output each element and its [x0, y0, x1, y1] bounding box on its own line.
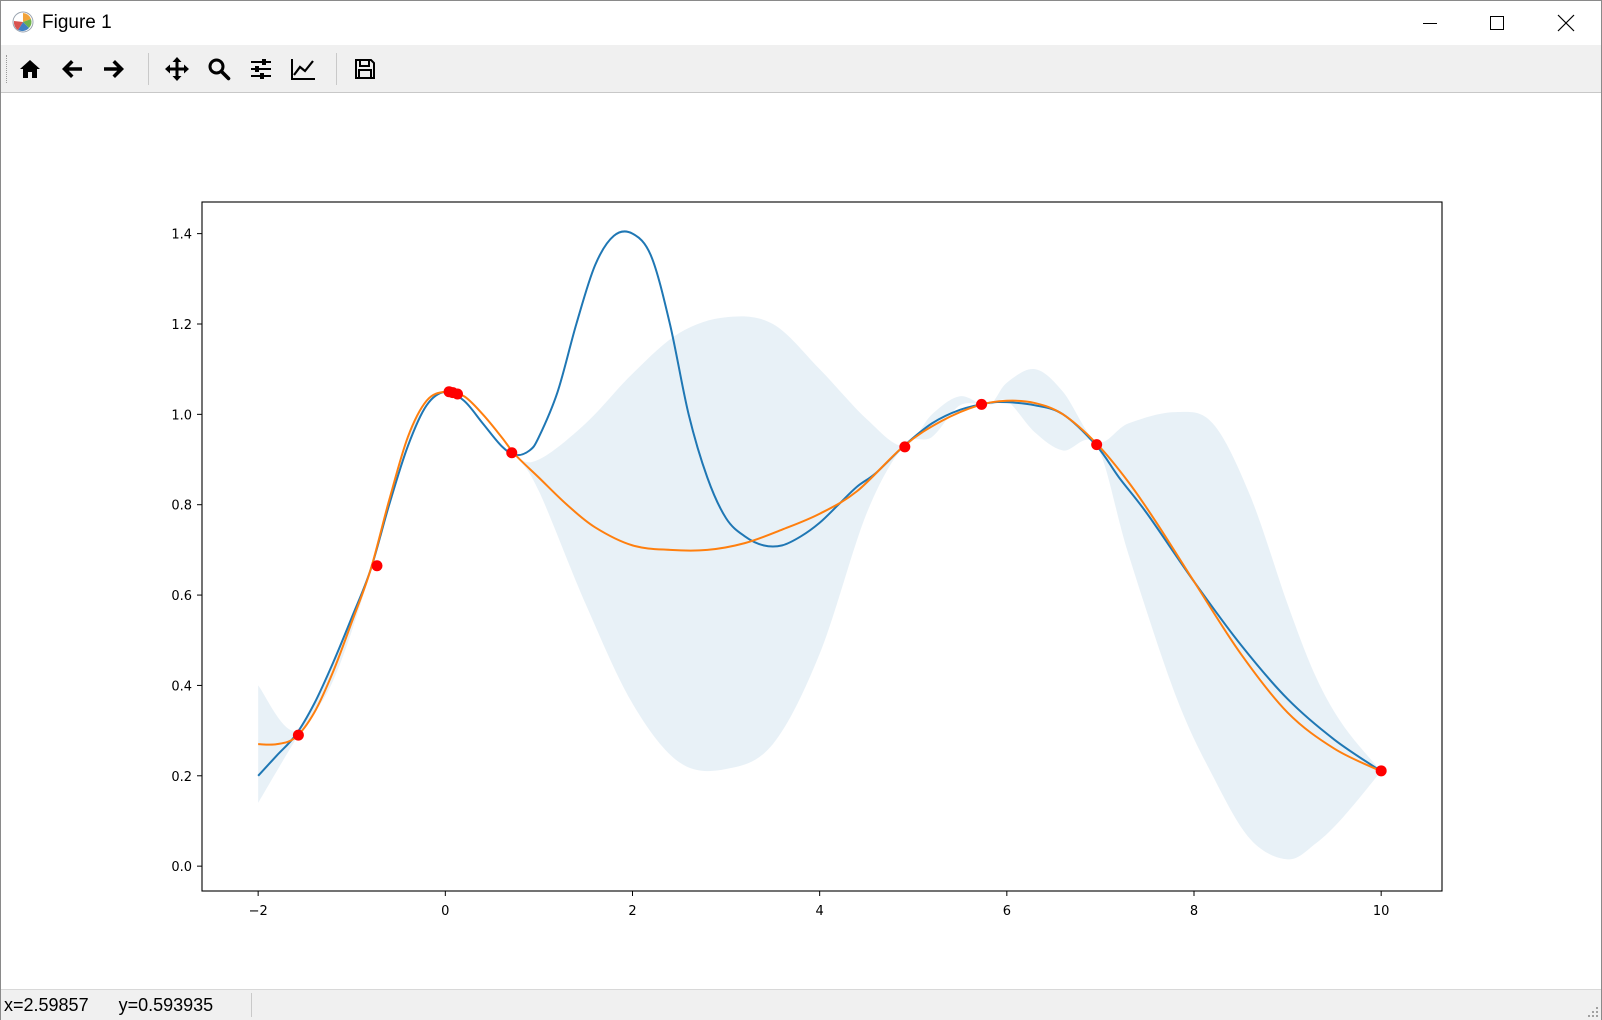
data-point	[371, 560, 383, 572]
confidence-band	[258, 316, 1382, 860]
series-line-1	[258, 390, 1382, 773]
save-button[interactable]	[347, 51, 383, 87]
x-tick-label: 4	[816, 904, 824, 919]
navigation-toolbar	[1, 45, 1601, 93]
status-bar: x=2.59857 y=0.593935	[1, 989, 1601, 1020]
x-tick-label: 8	[1190, 904, 1198, 919]
y-tick-label: 0.6	[171, 589, 192, 604]
y-tick-label: 0.0	[171, 860, 192, 875]
matplotlib-icon	[12, 11, 34, 33]
axes-button[interactable]	[285, 51, 321, 87]
maximize-button[interactable]	[1464, 1, 1530, 45]
y-tick-label: 1.0	[171, 408, 192, 423]
title-bar: Figure 1	[1, 1, 1601, 45]
y-tick-label: 0.4	[171, 679, 192, 694]
toolbar-separator	[148, 53, 149, 85]
subplots-button[interactable]	[243, 51, 279, 87]
data-point	[976, 398, 988, 410]
x-tick-label: 6	[1003, 904, 1011, 919]
data-point	[451, 388, 463, 400]
resize-grip-icon[interactable]	[1587, 1006, 1599, 1018]
pan-button[interactable]	[159, 51, 195, 87]
toolbar-separator	[336, 53, 337, 85]
data-point	[506, 447, 518, 459]
forward-button[interactable]	[96, 51, 132, 87]
y-tick-label: 1.4	[171, 228, 192, 243]
save-icon	[355, 59, 375, 79]
status-separator	[251, 993, 252, 1017]
plot-svg: −2 0 2 4 6 8 10 0.0 0.2 0.4 0.6 0.8 1.0 1.2 1.4	[171, 201, 1443, 919]
y-tick-label: 1.2	[171, 318, 192, 333]
data-point	[1375, 765, 1387, 777]
toolbar-grip	[6, 55, 9, 83]
home-button[interactable]	[12, 51, 48, 87]
window-title: Figure 1	[42, 12, 112, 33]
zoom-button[interactable]	[201, 51, 237, 87]
x-tick-label: 2	[628, 904, 636, 919]
cursor-coordinates: x=2.59857 y=0.593935	[4, 995, 214, 1015]
line-chart-icon	[291, 59, 315, 80]
sliders-icon	[251, 59, 271, 79]
data-point	[1091, 439, 1103, 451]
close-icon	[1557, 14, 1575, 32]
move-icon	[165, 57, 189, 81]
minimize-button[interactable]	[1397, 1, 1463, 45]
y-tick-label: 0.8	[171, 499, 192, 514]
axes-frame	[201, 201, 1443, 892]
close-button[interactable]	[1533, 1, 1599, 45]
arrow-left-icon	[62, 60, 82, 78]
minimize-icon	[1423, 23, 1437, 24]
x-tick-label: −2	[249, 904, 268, 919]
data-point	[899, 441, 911, 453]
x-tick-label: 0	[441, 904, 449, 919]
zoom-icon	[208, 58, 231, 81]
data-point	[292, 729, 304, 741]
back-button[interactable]	[54, 51, 90, 87]
maximize-icon	[1490, 16, 1504, 30]
x-tick-label: 10	[1373, 904, 1390, 919]
home-icon	[20, 60, 40, 78]
arrow-right-icon	[104, 60, 124, 78]
figure-canvas[interactable]: −2 0 2 4 6 8 10 0.0 0.2 0.4 0.6 0.8 1.0 1.2 1.4	[1, 93, 1601, 989]
y-tick-label: 0.2	[171, 770, 192, 785]
